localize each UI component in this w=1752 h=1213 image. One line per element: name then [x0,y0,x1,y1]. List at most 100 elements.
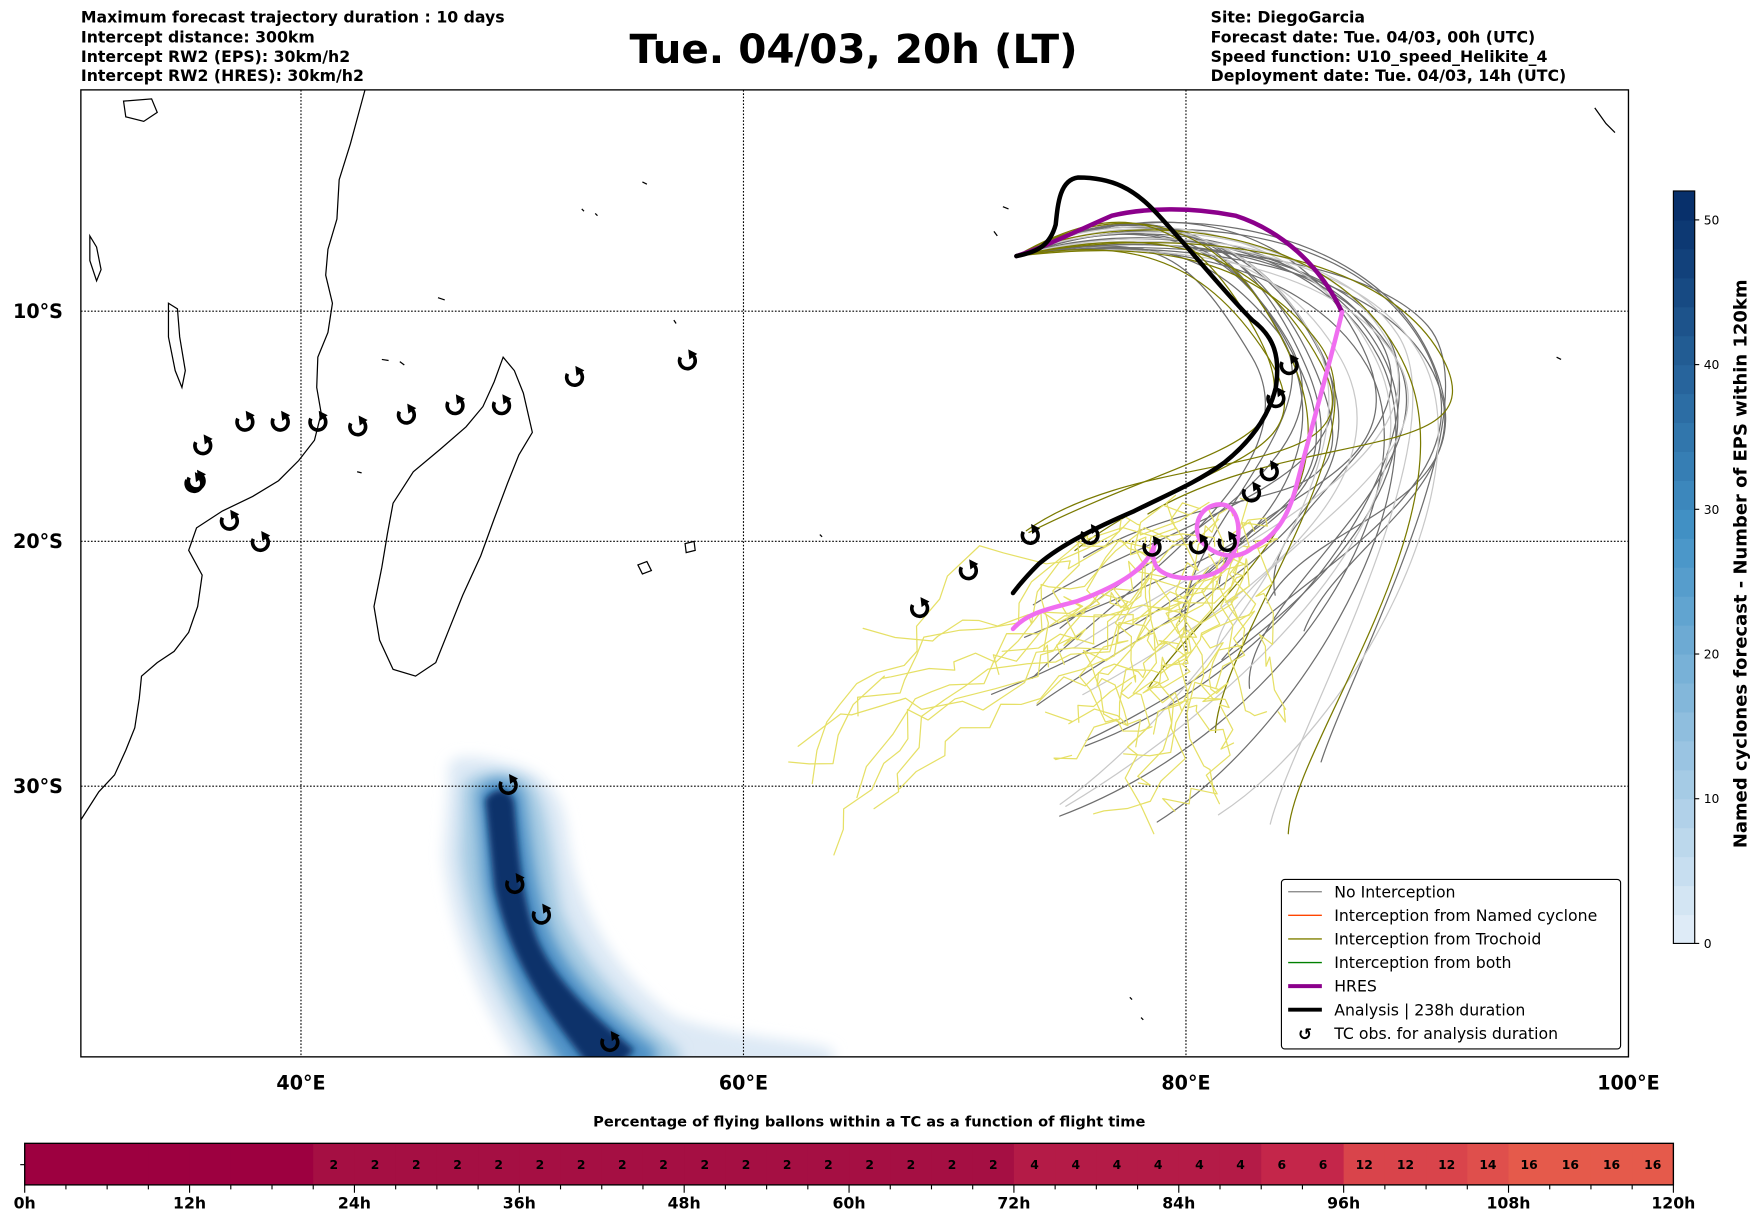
lake-tanganyika [89,233,102,283]
tc-obs-marker-icon [1020,523,1041,545]
timeline-cell [107,1143,149,1185]
legend: No Interception Interception from Named c… [1280,878,1622,1050]
tc-obs-arc [445,398,465,416]
header-left-line: Maximum forecast trajectory duration : 1… [81,8,505,27]
comoros-islands [356,358,405,474]
trajectory-line [1078,571,1219,732]
colorbar-step [1673,740,1695,771]
tc-obs-marker-icon [1080,523,1100,545]
reunion-island [684,540,696,554]
madagascar-coast [373,355,533,677]
timeline-cell [1137,1143,1180,1185]
tc-obs-marker-icon [396,403,417,425]
timeline-cell-value: 4 [1071,1158,1080,1172]
hres-track [1014,207,1345,315]
timeline-tick-label: 12h [173,1193,206,1212]
colorbar-step [1673,306,1695,337]
timeline-cell [478,1143,520,1185]
timeline-tick-label: 60h [833,1193,866,1212]
tc-obs-marker-icon [235,410,255,432]
colorbar-step [1673,480,1695,510]
tc-obs-arc [1080,528,1100,545]
timeline-cell [272,1143,314,1185]
tc-obs-arrowhead [1199,533,1209,544]
colorbar-step [1673,827,1695,858]
timeline-cell [1096,1143,1139,1185]
tc-obs-marker-icon [600,1031,620,1053]
tc-obs-arrowhead [1090,523,1100,535]
legend-item-label: HRES [1334,977,1377,996]
trajectory-line [1015,246,1447,763]
timeline-cell-value: 16 [1562,1158,1579,1172]
legend-box [1280,878,1622,1050]
trajectory-line [1015,241,1454,515]
timeline-cell [601,1143,644,1185]
tc-obs-arc [1142,540,1162,557]
tc-obs-marker-icon [677,349,698,371]
timeline-cell-value: 6 [1319,1158,1328,1172]
trajectory-line [1040,502,1201,668]
hres-track-late [1010,310,1345,632]
colorbar-step [1673,682,1695,713]
timeline-cell [1178,1143,1221,1185]
tc-obs-marker-icon [193,434,213,456]
lon-label: 80°E [1161,1071,1210,1094]
tc-obs-marker-icon [308,410,328,432]
colorbar-step [1673,885,1695,916]
lat-axis-labels: 10°S 20°S 30°S [13,300,63,798]
tc-obs-marker-icon [445,394,465,416]
trajectory-line [1015,224,1334,558]
timeline-tick-label: 108h [1487,1193,1531,1212]
tc-obs-marker-icon [1241,481,1262,503]
trajectory-line [1015,231,1400,649]
colorbar-step [1673,364,1695,395]
timeline-cell [1302,1143,1345,1185]
trajectory-line [1015,240,1439,816]
colorbar-tick-label: 50 [1704,213,1720,227]
tc-obs-arrowhead [920,597,930,608]
colorbar-step [1673,798,1695,829]
tc-obs-marker-icon [348,415,368,437]
timeline-tick-label: 24h [338,1193,371,1212]
tc-obs-arrowhead [1252,481,1262,492]
trajectory-line [1077,560,1166,723]
lake-malawi [167,302,186,390]
header-left-line: Intercept RW2 (EPS): 30km/h2 [81,47,350,66]
colorbar-step [1673,914,1695,944]
tc-obs-arrowhead [542,903,552,914]
tc-obs-arc [600,1035,620,1053]
tc-obs-arc [505,877,525,895]
trajectory-line [1152,521,1257,735]
colorbar-step [1673,393,1695,424]
tc-obs-arc [1241,485,1262,503]
colorbar-step [1673,654,1695,684]
timeline-cell-value: 2 [783,1158,792,1172]
trajectory-line [1137,580,1246,786]
mauritius-island [637,560,653,575]
trajectory-line [1175,537,1235,750]
tc-obs-arc [958,563,979,581]
timeline-cell [1549,1143,1592,1185]
timeline-cell [313,1143,356,1185]
timeline-cell [807,1143,850,1185]
timeline-cell [1219,1143,1262,1185]
tc-obs-marker-icon [250,531,271,553]
trajectory-line [833,568,1155,856]
tc-obs-arc [1279,358,1299,376]
colorbar-tick-label: 30 [1704,503,1720,517]
tc-obs-arrowhead [358,415,368,426]
colorbar-step [1673,335,1695,366]
timeline-cell [1384,1143,1427,1185]
colorbar-step [1673,567,1695,597]
header-right-line: Site: DiegoGarcia [1211,8,1365,27]
trajectory-line [1053,553,1223,761]
header-left: Maximum forecast trajectory duration : 1… [81,8,505,85]
trajectory-line [1015,232,1318,638]
tc-obs-marker-icon [498,773,518,795]
tc-obs-arrowhead [1289,354,1299,365]
trajectory-line [811,539,1153,785]
timeline-cell [395,1143,438,1185]
map-panel[interactable]: 10°S 20°S 30°S 40°E 60°E 80°E 100°E No I… [13,89,1660,1095]
tc-obs-arrowhead [281,410,291,421]
